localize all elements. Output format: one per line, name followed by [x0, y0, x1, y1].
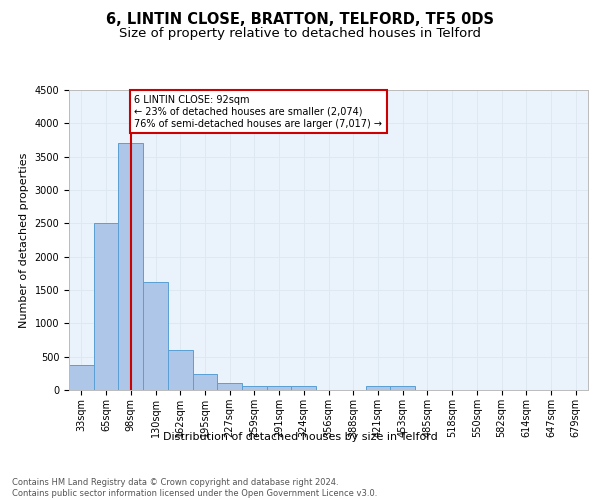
Bar: [390, 386, 415, 390]
Bar: [143, 282, 168, 390]
Text: Size of property relative to detached houses in Telford: Size of property relative to detached ho…: [119, 28, 481, 40]
Text: 6 LINTIN CLOSE: 92sqm
← 23% of detached houses are smaller (2,074)
76% of semi-d: 6 LINTIN CLOSE: 92sqm ← 23% of detached …: [134, 96, 382, 128]
Text: Distribution of detached houses by size in Telford: Distribution of detached houses by size …: [163, 432, 437, 442]
Text: Contains HM Land Registry data © Crown copyright and database right 2024.
Contai: Contains HM Land Registry data © Crown c…: [12, 478, 377, 498]
Text: 6, LINTIN CLOSE, BRATTON, TELFORD, TF5 0DS: 6, LINTIN CLOSE, BRATTON, TELFORD, TF5 0…: [106, 12, 494, 28]
Bar: [242, 386, 267, 390]
Bar: [267, 386, 292, 390]
Bar: [168, 350, 193, 390]
Bar: [193, 374, 217, 390]
Bar: [69, 365, 94, 390]
Y-axis label: Number of detached properties: Number of detached properties: [19, 152, 29, 328]
Bar: [292, 386, 316, 390]
Bar: [94, 224, 118, 390]
Bar: [365, 386, 390, 390]
Bar: [118, 144, 143, 390]
Bar: [217, 383, 242, 390]
